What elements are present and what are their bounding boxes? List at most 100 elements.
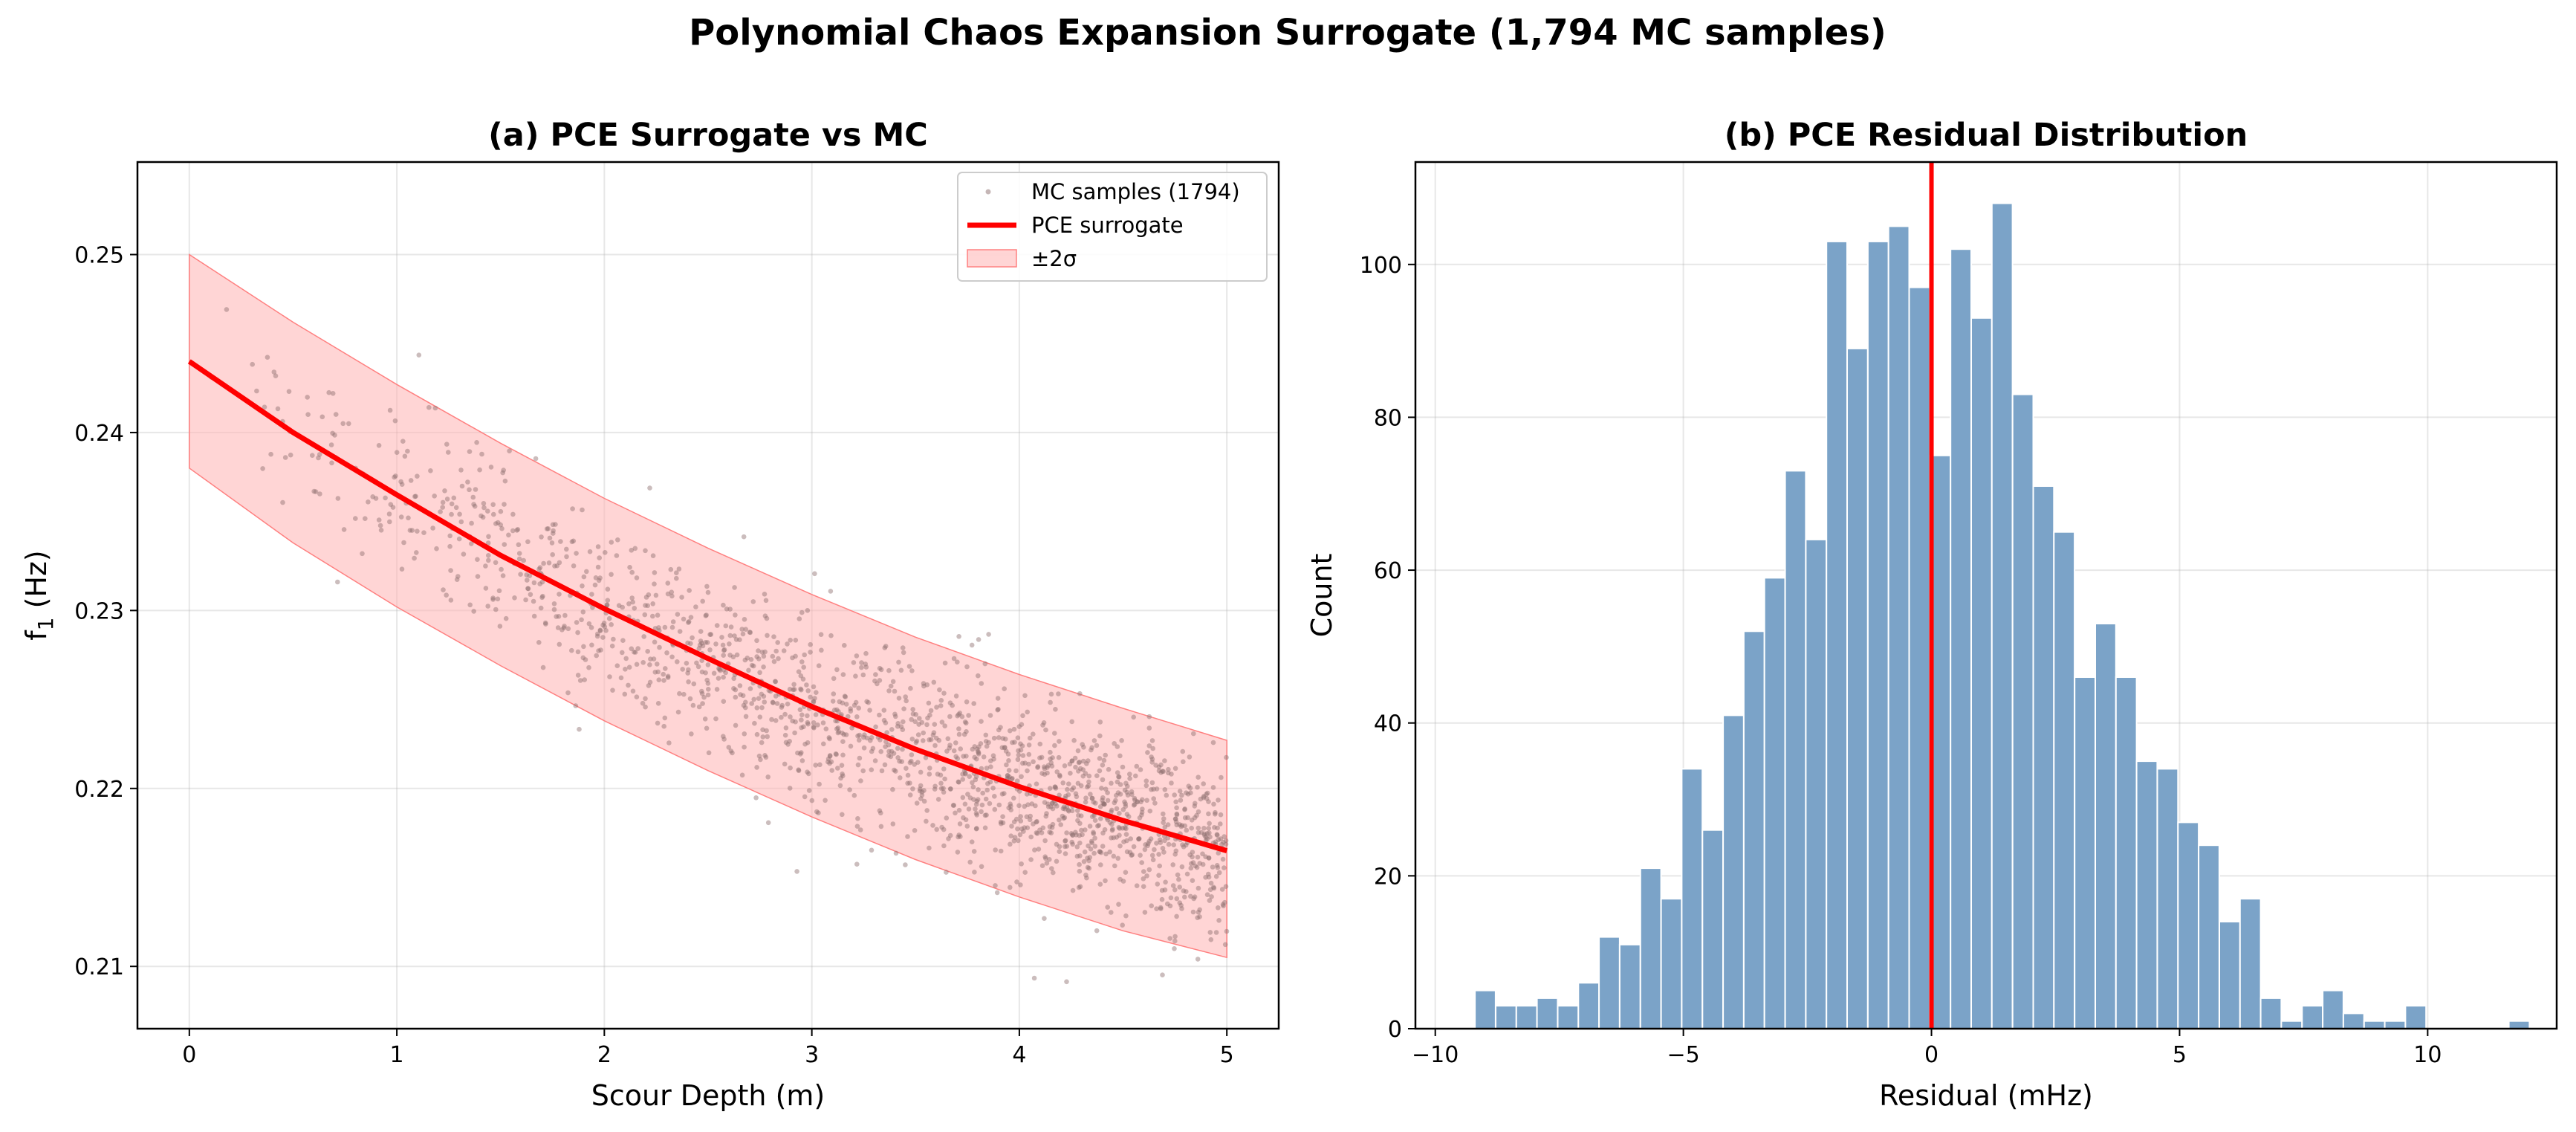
mc-sample-point — [642, 612, 648, 618]
mc-sample-point — [622, 691, 628, 697]
histogram-bar — [2239, 898, 2262, 1029]
mc-sample-point — [477, 467, 482, 473]
mc-sample-point — [1115, 770, 1120, 775]
mc-sample-point — [1091, 799, 1097, 805]
mc-sample-point — [603, 628, 609, 633]
mc-sample-point — [1075, 748, 1081, 754]
mc-sample-point — [706, 687, 711, 692]
panel-a-title: (a) PCE Surrogate vs MC — [488, 117, 928, 154]
mc-sample-point — [1035, 764, 1041, 769]
mc-sample-point — [1022, 693, 1028, 699]
mc-sample-point — [1021, 829, 1026, 834]
mc-sample-point — [1206, 826, 1211, 831]
histogram-bar — [1577, 982, 1600, 1030]
mc-sample-point — [640, 700, 646, 706]
panel-b-ytick-label: 20 — [1374, 864, 1402, 890]
mc-sample-point — [1117, 811, 1122, 816]
mc-sample-point — [773, 679, 778, 684]
mc-sample-point — [224, 307, 230, 312]
mc-sample-point — [1129, 789, 1135, 795]
mc-sample-point — [1045, 804, 1051, 809]
mc-sample-point — [925, 715, 930, 721]
mc-sample-point — [1031, 759, 1036, 765]
mc-sample-point — [1187, 754, 1193, 760]
mc-sample-point — [1222, 942, 1228, 948]
mc-sample-point — [1172, 946, 1177, 951]
mc-sample-point — [1192, 815, 1198, 821]
mc-sample-point — [760, 727, 765, 733]
histogram-bar — [1515, 1005, 1538, 1029]
mc-sample-point — [758, 757, 763, 763]
mc-sample-point — [1136, 836, 1141, 841]
mc-sample-point — [470, 494, 476, 500]
mc-sample-point — [869, 748, 875, 754]
mc-sample-point — [782, 732, 788, 738]
mc-sample-point — [454, 577, 460, 582]
panel-a-scatter-chart: (a) PCE Surrogate vs MC 0 1 2 3 4 50.210.220.… — [20, 117, 1280, 1112]
mc-sample-point — [1077, 760, 1083, 765]
mc-sample-point — [1176, 876, 1181, 882]
mc-sample-point — [1201, 781, 1206, 786]
mc-sample-point — [1043, 856, 1048, 861]
mc-sample-point — [979, 719, 984, 724]
mc-sample-point — [1138, 799, 1143, 805]
mc-sample-point — [1181, 844, 1187, 850]
mc-sample-point — [727, 633, 733, 638]
mc-sample-point — [1063, 793, 1068, 799]
mc-sample-point — [877, 808, 883, 813]
mc-sample-point — [1083, 873, 1089, 878]
mc-sample-point — [1109, 780, 1114, 786]
mc-sample-point — [1000, 814, 1005, 819]
mc-sample-point — [719, 635, 724, 640]
mc-sample-point — [886, 748, 892, 754]
mc-sample-point — [799, 712, 805, 718]
mc-sample-point — [909, 752, 915, 757]
mc-sample-point — [580, 655, 586, 661]
mc-sample-point — [1000, 736, 1006, 741]
mc-sample-point — [879, 768, 885, 774]
mc-sample-point — [1181, 759, 1186, 765]
mc-sample-point — [1044, 811, 1049, 816]
mc-sample-point — [1149, 738, 1155, 743]
mc-sample-point — [1129, 853, 1135, 858]
mc-sample-point — [604, 602, 610, 608]
mc-sample-point — [713, 716, 718, 722]
mc-sample-point — [754, 638, 759, 644]
mc-sample-point — [990, 786, 996, 791]
mc-sample-point — [945, 736, 951, 742]
mc-sample-point — [990, 753, 996, 758]
panel-b-title: (b) PCE Residual Distribution — [1725, 117, 2248, 154]
mc-sample-point — [546, 560, 552, 566]
mc-sample-point — [695, 664, 701, 670]
mc-sample-point — [1109, 809, 1114, 815]
mc-sample-point — [1028, 735, 1033, 741]
mc-sample-point — [1008, 841, 1013, 847]
mc-sample-point — [1139, 860, 1144, 865]
mc-sample-point — [643, 595, 649, 600]
mc-sample-point — [662, 624, 668, 630]
mc-sample-point — [827, 754, 833, 759]
mc-sample-point — [973, 777, 979, 783]
mc-sample-point — [1042, 766, 1048, 772]
mc-sample-point — [1102, 827, 1108, 832]
mc-sample-point — [1182, 815, 1188, 821]
mc-sample-point — [799, 758, 805, 763]
mc-sample-point — [953, 754, 958, 760]
mc-sample-point — [1203, 834, 1209, 840]
mc-sample-point — [1083, 799, 1089, 805]
mc-sample-point — [1091, 850, 1097, 856]
mc-sample-point — [773, 693, 779, 699]
mc-sample-point — [1006, 805, 1011, 811]
mc-sample-point — [907, 780, 912, 786]
mc-sample-point — [754, 654, 759, 659]
histogram-bar — [2198, 844, 2220, 1029]
mc-sample-point — [647, 485, 652, 491]
mc-sample-point — [903, 698, 909, 704]
mc-sample-point — [883, 720, 889, 725]
mc-sample-point — [1064, 979, 1069, 985]
mc-sample-point — [1022, 870, 1028, 875]
mc-sample-point — [1066, 781, 1071, 786]
mc-sample-point — [632, 650, 637, 655]
mc-sample-point — [947, 714, 953, 719]
mc-sample-point — [1202, 832, 1207, 838]
